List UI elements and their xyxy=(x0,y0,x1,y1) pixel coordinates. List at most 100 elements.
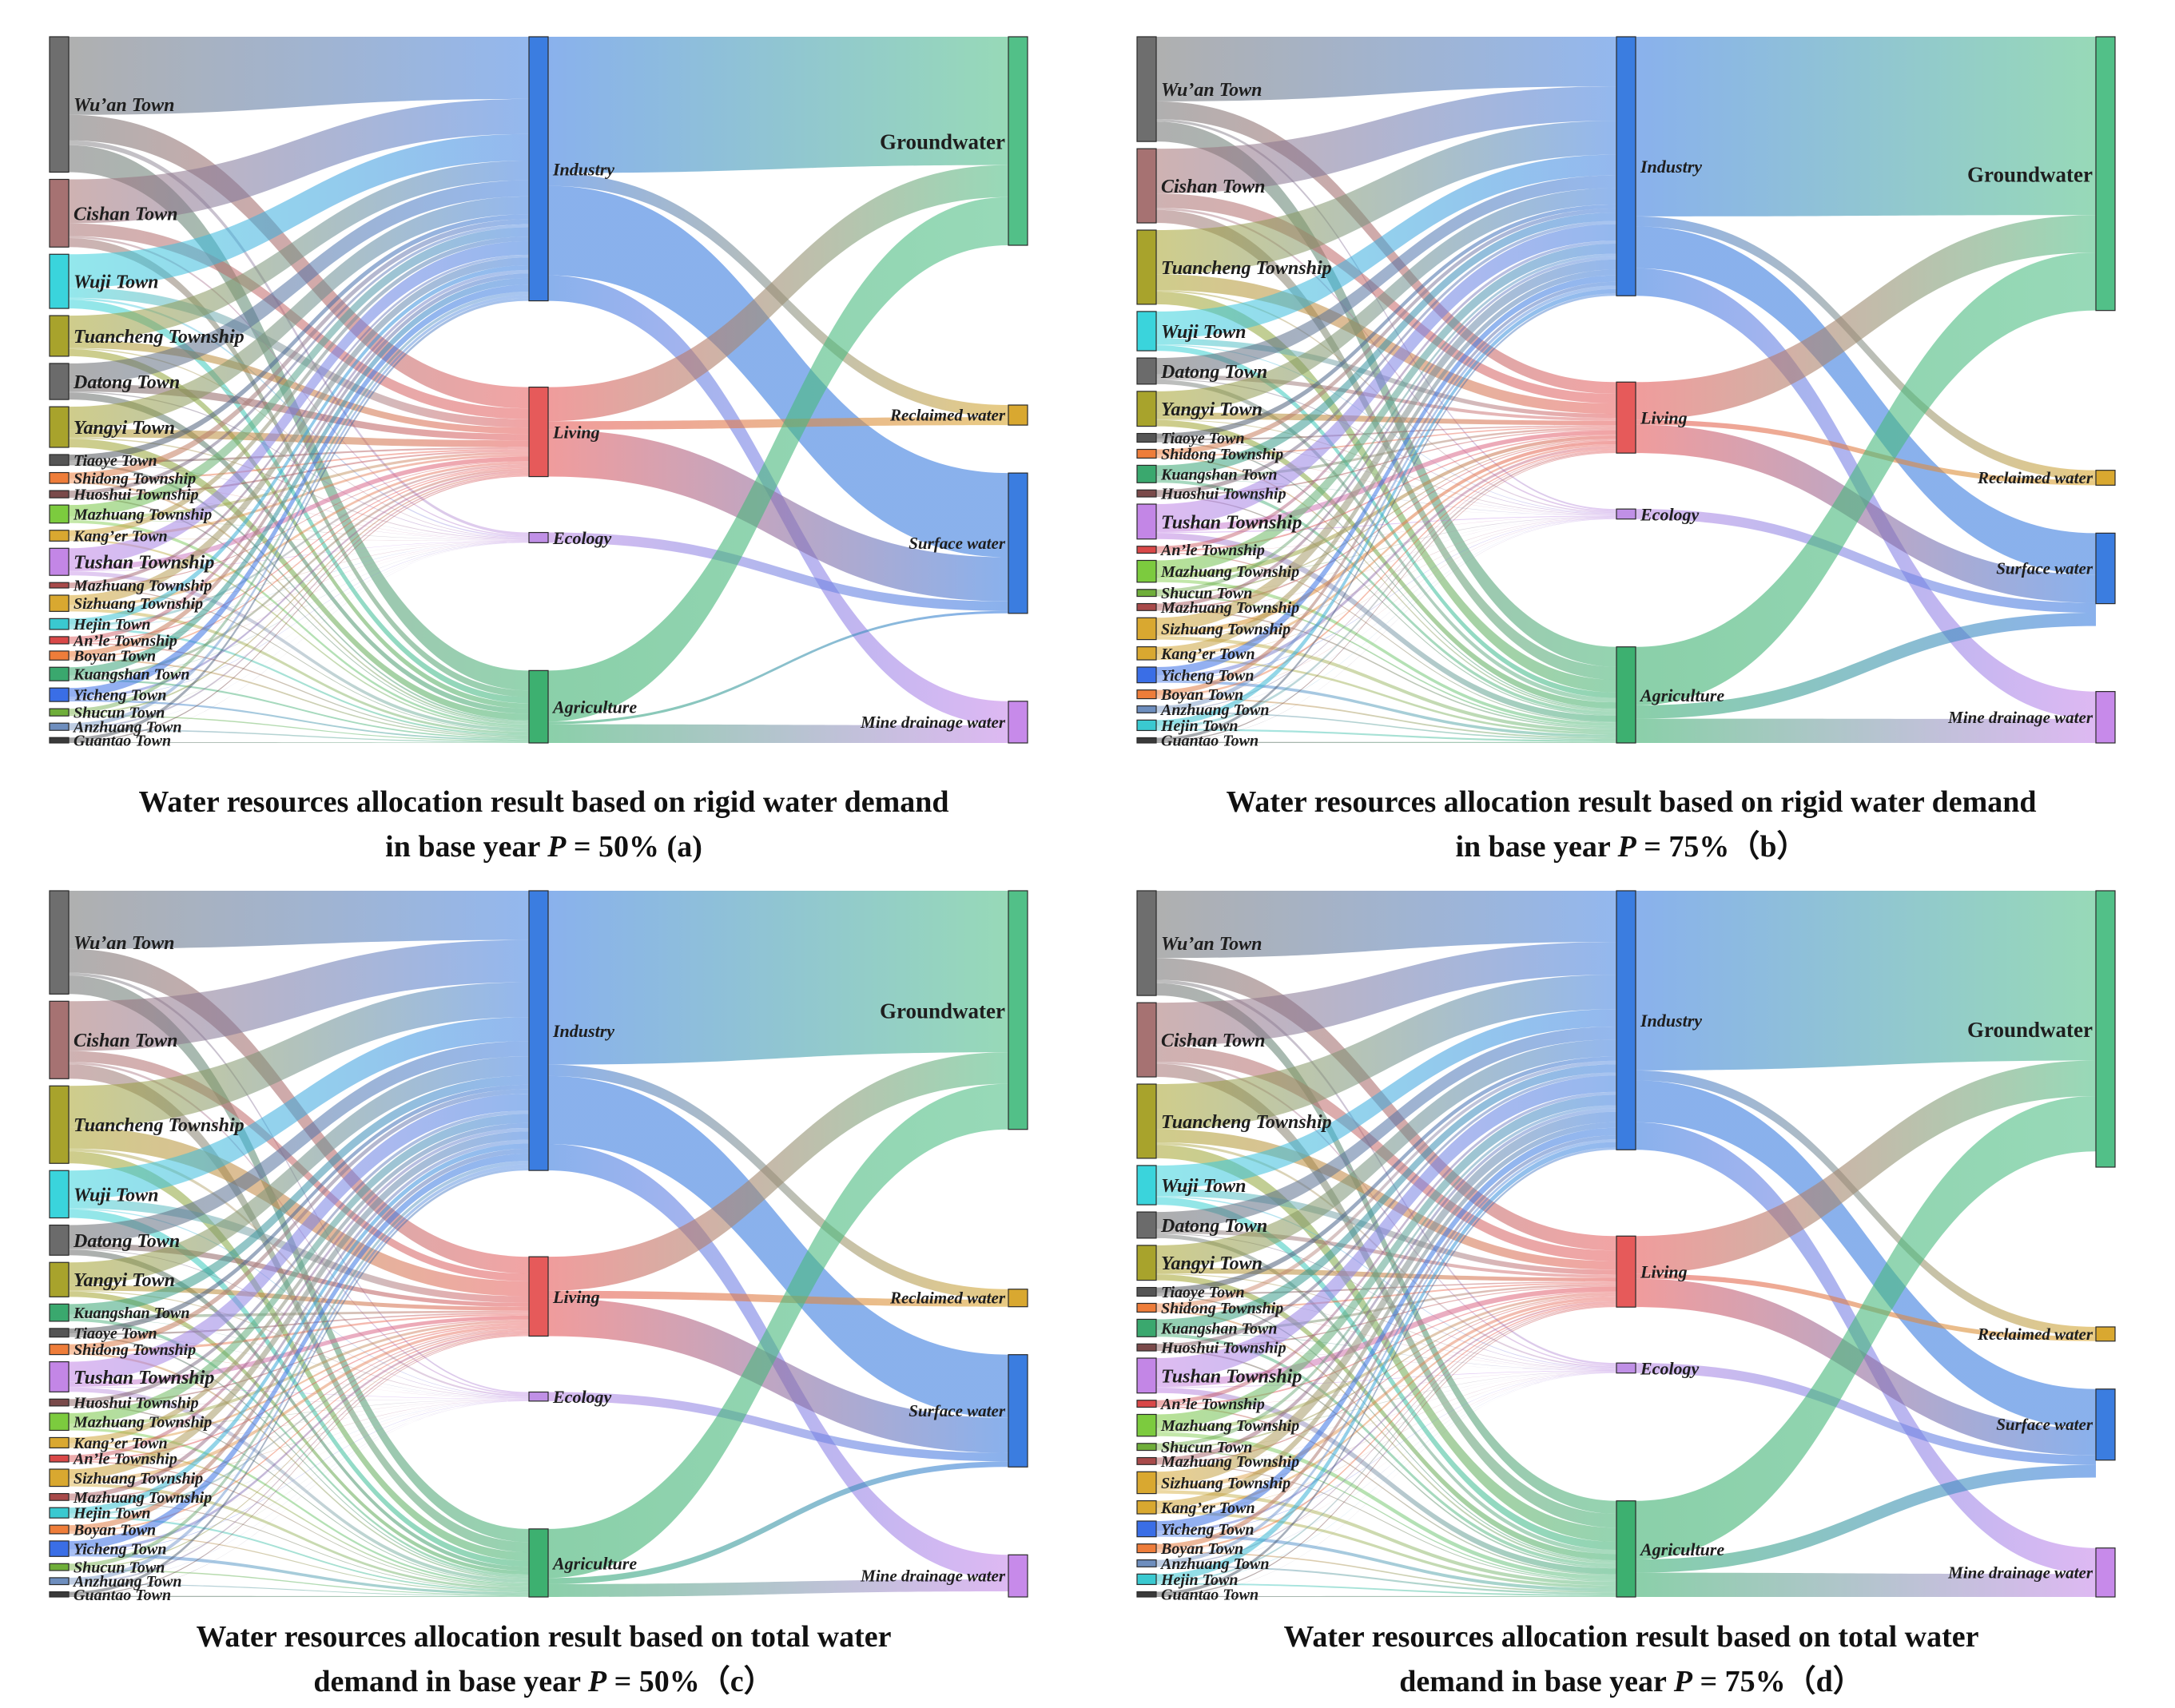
link-guantao-town-to-industry xyxy=(1156,1147,1616,1595)
town-node-anzhuang-town xyxy=(49,1577,70,1586)
caption-line1: Water resources allocation result based … xyxy=(1226,785,2037,819)
town-label-an-le-township: An’le Township xyxy=(1159,1396,1265,1413)
caption-line2: demand in base year P = 75%（d） xyxy=(1088,1659,2175,1704)
source-node-surface-water xyxy=(1008,472,1028,614)
link-yicheng-town-to-industry xyxy=(1156,275,1616,676)
link-yicheng-town-to-living xyxy=(69,1331,529,1553)
town-node-sizhuang-township xyxy=(1136,617,1157,641)
link-yicheng-town-to-living xyxy=(1156,446,1616,680)
link-kuangshan-town-to-agriculture xyxy=(1156,1333,1616,1567)
link-tuancheng-township-to-agriculture xyxy=(69,1151,529,1561)
link-tushan-township-to-living xyxy=(1156,430,1616,532)
link-tiaoye-town-to-agriculture xyxy=(1156,1294,1616,1562)
link-an-le-township-to-living xyxy=(1156,434,1616,552)
sector-label-ecology: Ecology xyxy=(1640,1358,1700,1378)
caption-line2: demand in base year P = 50%（c） xyxy=(0,1659,1088,1704)
link-yangyi-town-to-living xyxy=(1156,412,1616,426)
link-anzhuang-town-to-agriculture xyxy=(69,1583,529,1597)
link-wuji-town-to-living xyxy=(69,1198,529,1303)
link-kang-er-town-to-agriculture xyxy=(1156,1511,1616,1589)
link-guantao-town-to-living xyxy=(1156,1306,1616,1596)
link-living-to-groundwater xyxy=(548,1052,1008,1291)
link-datong-town-to-industry xyxy=(1156,1027,1616,1229)
link-industry-to-reclaimed-water xyxy=(1636,216,2096,481)
town-node-mazhuang-township xyxy=(49,1412,70,1432)
town-node-shucun-town xyxy=(1136,589,1157,598)
source-label-groundwater: Groundwater xyxy=(1967,1018,2093,1042)
link-agriculture-to-mine-drainage-water xyxy=(548,724,1008,743)
town-node-shucun-town xyxy=(49,1563,70,1571)
link-tushan-township-to-agriculture xyxy=(69,571,529,732)
link-shidong-township-to-industry xyxy=(69,1089,529,1350)
link-datong-town-to-industry xyxy=(69,180,529,384)
town-node-wu-an-town xyxy=(49,890,70,995)
town-node-huoshui-township xyxy=(1136,489,1157,498)
link-living-to-groundwater xyxy=(548,165,1008,422)
town-node-kuangshan-town xyxy=(49,666,70,681)
town-node-sizhuang-township xyxy=(49,594,70,612)
link-sizhuang-township-to-industry xyxy=(1156,1111,1616,1486)
town-label-cishan-town: Cishan Town xyxy=(1161,177,1266,197)
town-node-yangyi-town xyxy=(1136,391,1157,427)
panel-c: Wu’an Town Cishan Town Tuancheng Township W… xyxy=(0,854,1088,1708)
link-kuangshan-town-to-industry xyxy=(69,1075,529,1315)
town-label-huoshui-township: Huoshui Township xyxy=(1160,486,1286,503)
link-kuangshan-town-to-agriculture xyxy=(69,1317,529,1577)
town-label-guantao-town: Guantao Town xyxy=(1161,733,1258,750)
link-sizhuang-township-to-agriculture xyxy=(69,1483,529,1590)
link-shucun-town-to-industry xyxy=(69,1161,529,1568)
link-mazhuang-township-to-industry xyxy=(1156,244,1616,574)
link-industry-to-groundwater xyxy=(1636,891,2096,1070)
link-shidong-township-to-industry xyxy=(69,219,529,479)
labels-layer: Wu’an Town Cishan Town Tuancheng Township W… xyxy=(72,933,1006,1604)
link-shucun-town-to-ecology xyxy=(1156,517,1616,595)
town-label-anzhuang-town: Anzhuang Town xyxy=(72,719,181,737)
link-anzhuang-town-to-industry xyxy=(69,295,529,728)
town-node-datong-town xyxy=(49,363,70,400)
link-shucun-town-to-ecology xyxy=(69,542,529,715)
link-tushan-township-to-ecology xyxy=(69,540,529,572)
town-label-cishan-town: Cishan Town xyxy=(74,204,178,224)
link-yangyi-town-to-ecology xyxy=(69,1290,529,1399)
link-mazhuang-township-to-living xyxy=(1156,439,1616,610)
link-sizhuang-township-to-agriculture xyxy=(1156,1490,1616,1586)
caption-line1: Water resources allocation result based … xyxy=(1283,1620,1979,1654)
town-node-sizhuang-township xyxy=(49,1468,70,1488)
link-kuangshan-town-to-living xyxy=(1156,1284,1616,1333)
link-tushan-township-to-industry xyxy=(69,240,529,566)
link-industry-to-reclaimed-water xyxy=(1636,1070,2096,1337)
link-industry-to-surface-water xyxy=(1636,226,2096,575)
sector-label-industry: Industry xyxy=(552,159,614,179)
link-shidong-township-to-ecology xyxy=(1156,456,1616,516)
link-huoshui-township-to-industry xyxy=(69,1110,529,1404)
town-label-tiaoye-town: Tiaoye Town xyxy=(1161,430,1245,447)
link-agriculture-to-mine-drainage-water xyxy=(548,1579,1008,1597)
link-an-le-township-to-ecology xyxy=(69,1400,529,1461)
town-label-tuancheng-township: Tuancheng Township xyxy=(74,1115,245,1136)
link-huoshui-township-to-industry xyxy=(69,224,529,495)
link-boyan-town-to-industry xyxy=(69,1148,529,1531)
link-tushan-township-to-ecology xyxy=(1156,1370,1616,1388)
town-label-tuancheng-township: Tuancheng Township xyxy=(1161,1112,1332,1133)
link-hejin-town-to-industry xyxy=(1156,1142,1616,1582)
link-agriculture-to-surface-water xyxy=(548,610,1008,725)
town-label-yangyi-town: Yangyi Town xyxy=(1161,1253,1262,1274)
link-yicheng-town-to-industry xyxy=(1156,1127,1616,1531)
source-node-surface-water xyxy=(2095,532,2116,605)
town-label-kuangshan-town: Kuangshan Town xyxy=(73,1305,189,1322)
town-label-cishan-town: Cishan Town xyxy=(1161,1031,1266,1051)
link-shucun-town-to-industry xyxy=(1156,1105,1616,1448)
town-node-shucun-town xyxy=(49,708,70,717)
town-node-mazhuang-township xyxy=(49,582,70,589)
nodes-layer xyxy=(49,890,1028,1598)
town-label-kang-er-town: Kang’er Town xyxy=(73,1435,168,1452)
link-yicheng-town-to-living xyxy=(1156,1301,1616,1534)
link-datong-town-to-living xyxy=(1156,1229,1616,1278)
town-node-yicheng-town xyxy=(49,1540,70,1557)
town-node-tuancheng-township xyxy=(1136,229,1157,305)
link-shidong-township-to-ecology xyxy=(69,1352,529,1399)
town-node-kang-er-town xyxy=(49,1436,70,1449)
town-label-shucun-town: Shucun Town xyxy=(74,705,165,722)
town-node-tiaoye-town xyxy=(49,1328,70,1338)
link-datong-town-to-agriculture xyxy=(69,1249,529,1571)
